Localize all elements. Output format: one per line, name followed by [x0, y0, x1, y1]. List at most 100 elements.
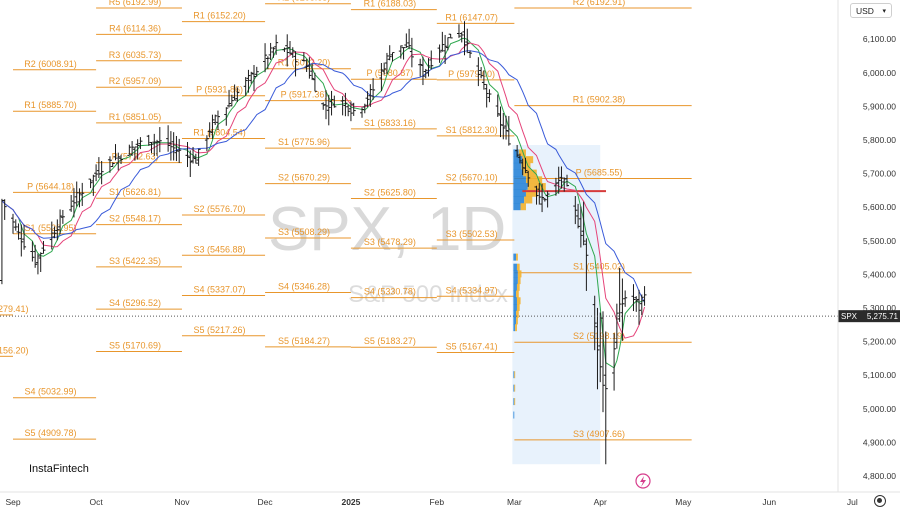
pivot-label: S2 (5625.80) [364, 188, 416, 198]
ohlc-bar [384, 52, 389, 75]
pivot-label: S5 (5183.27) [364, 336, 416, 346]
ohlc-bar [484, 84, 489, 108]
pivot-label: S3 (5156.20) [0, 345, 29, 355]
ohlc-bar [456, 24, 461, 38]
pivot-label: S4 (5330.78) [364, 287, 416, 297]
watermark-separator: , [392, 195, 409, 264]
volume-profile-bar-alt [517, 277, 521, 285]
ohlc-bar [288, 40, 292, 55]
ohlc-bar [578, 206, 583, 248]
volume-profile-bar-alt [514, 398, 516, 406]
ohlc-bar [437, 44, 442, 63]
ohlc-bar [16, 223, 21, 240]
ohlc-bar [526, 170, 531, 187]
pivot-label: S2 (5576.70) [193, 204, 245, 214]
ohlc-bar [601, 311, 606, 413]
ohlc-bar [246, 69, 251, 93]
pivot-label: S4 (5296.52) [109, 298, 161, 308]
ohlc-bar [537, 183, 542, 205]
ohlc-bar [22, 224, 27, 250]
time-tick-label: Nov [174, 497, 190, 507]
ohlc-bar [639, 294, 644, 316]
pivot-label: S3 (5508.29) [278, 227, 330, 237]
ohlc-bar [193, 153, 198, 164]
ohlc-bar [324, 90, 329, 120]
ohlc-bar [113, 144, 118, 161]
pivot-label: S2 (5198.19) [573, 331, 625, 341]
brand-name: InstaFintech [29, 463, 89, 475]
ohlc-bar [418, 58, 423, 77]
ohlc-bar [481, 70, 486, 90]
ohlc-bar [623, 290, 628, 307]
volume-profile-bar [513, 283, 517, 291]
ohlc-bar [462, 21, 467, 56]
price-tick-label: 4,800.00 [863, 471, 896, 481]
volume-profile-bar [513, 162, 522, 170]
volume-profile-bar-alt [516, 317, 518, 325]
ohlc-bar [556, 166, 561, 194]
ohlc-bar [545, 191, 550, 208]
ohlc-bar [540, 183, 545, 213]
ohlc-bar [310, 63, 315, 81]
ohlc-bar [401, 47, 406, 60]
pivot-label: S5 (5184.27) [278, 336, 330, 346]
time-tick-label: May [675, 497, 692, 507]
ohlc-bar [263, 43, 268, 73]
volume-profile-bar [513, 169, 524, 177]
volume-profile-bar-alt [522, 156, 534, 164]
ohlc-bar [348, 101, 353, 122]
ohlc-bar [360, 107, 365, 118]
volume-profile-bar-alt [516, 253, 518, 261]
price-axis[interactable]: 6,100.00 6,000.00 5,900.00 5,800.00 5,700.00… [837, 0, 896, 492]
ohlc-bar [642, 286, 647, 306]
ohlc-bars [0, 21, 647, 465]
ohlc-bar [368, 84, 373, 107]
pivot-label: S3 (5502.53) [446, 229, 498, 239]
volume-profile-bar-alt [525, 176, 543, 184]
ohlc-bar [476, 57, 481, 87]
ohlc-bar [227, 89, 232, 108]
pivot-label: S5 (4909.78) [25, 428, 77, 438]
ohlc-bar [340, 96, 345, 116]
ohlc-bar [487, 89, 492, 103]
pivot-label: S3 (4907.66) [573, 429, 625, 439]
ohlc-bar [343, 92, 348, 117]
ohlc-bar [598, 312, 603, 383]
ohlc-bar [495, 94, 500, 117]
pivot-label: S2 (5548.17) [109, 214, 161, 224]
ohlc-bar [620, 278, 625, 341]
last-price-line: SPX 5,275.71 [0, 310, 900, 323]
settings-gear-icon[interactable] [874, 495, 886, 507]
ohlc-bar [119, 154, 124, 164]
currency-selector[interactable]: USD ▾ [850, 3, 892, 18]
pivot-label: R2 (6008.91) [24, 59, 77, 69]
ohlc-bar [614, 303, 619, 349]
ohlc-bar [282, 47, 287, 52]
ohlc-bar [69, 194, 74, 212]
price-tick-label: 6,100.00 [863, 34, 896, 44]
ohlc-bar [573, 196, 578, 225]
last-price-badge [838, 310, 900, 323]
pivot-label: S4 (5337.07) [193, 285, 245, 295]
time-axis[interactable]: Sep Oct Nov Dec 2025 Feb Mar Apr May Jun Jul [0, 491, 900, 507]
pivot-label: S5 (5217.26) [193, 325, 245, 335]
watermark-interval: 1D [427, 195, 506, 264]
ohlc-bar [440, 31, 445, 52]
time-tick-label: Jun [762, 497, 776, 507]
volume-profile-bar [513, 371, 515, 379]
volume-profile-bar-alt [515, 324, 517, 332]
ohlc-bar [595, 307, 600, 390]
ohlc-bar [326, 94, 331, 126]
ohlc-bar [346, 104, 351, 117]
ohlc-bar [132, 146, 137, 161]
lightning-icon[interactable] [635, 473, 651, 489]
ohlc-bar [542, 197, 547, 202]
ohlc-bar [149, 141, 154, 154]
ohlc-bar [301, 52, 306, 62]
ohlc-bar [459, 32, 464, 43]
ohlc-bar [99, 160, 104, 185]
volume-profile-bar [513, 290, 517, 298]
ohlc-bar [321, 102, 326, 110]
ohlc-bar [409, 37, 414, 68]
